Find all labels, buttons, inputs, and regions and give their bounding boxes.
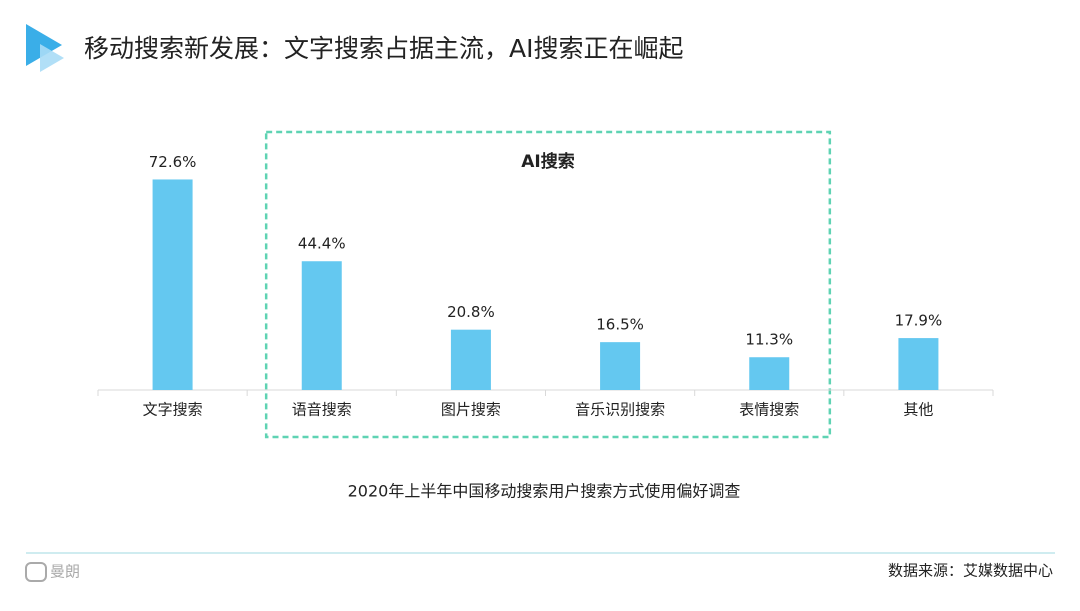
bar xyxy=(749,357,790,390)
value-label: 17.9% xyxy=(895,312,943,330)
x-tick-label: 表情搜索 xyxy=(739,401,799,419)
x-tick-label: 文字搜索 xyxy=(143,401,203,419)
logo: 曼朗 xyxy=(50,563,80,581)
caption: 2020年上半年中国移动搜索用户搜索方式使用偏好调查 xyxy=(348,482,741,501)
value-label: 44.4% xyxy=(298,235,346,253)
value-label: 20.8% xyxy=(447,303,495,321)
bar xyxy=(450,329,491,390)
value-label: 11.3% xyxy=(745,331,793,349)
title-icon xyxy=(40,44,64,72)
logo-icon xyxy=(25,562,47,582)
bar xyxy=(301,261,342,390)
x-tick-label: 音乐识别搜索 xyxy=(575,401,665,419)
bar xyxy=(152,179,193,390)
group-label: AI搜索 xyxy=(521,151,574,172)
value-label: 72.6% xyxy=(149,153,197,171)
x-tick-label: 其他 xyxy=(903,401,933,419)
source: 数据来源：艾媒数据中心 xyxy=(888,562,1053,580)
bar xyxy=(898,338,939,390)
x-tick-label: 语音搜索 xyxy=(292,401,352,419)
bar xyxy=(600,342,641,390)
group-box xyxy=(264,130,832,439)
title-icon xyxy=(26,24,62,66)
value-label: 16.5% xyxy=(596,316,644,334)
chart-title: 移动搜索新发展：文字搜索占据主流，AI搜索正在崛起 xyxy=(84,34,683,63)
x-tick-label: 图片搜索 xyxy=(441,401,501,419)
